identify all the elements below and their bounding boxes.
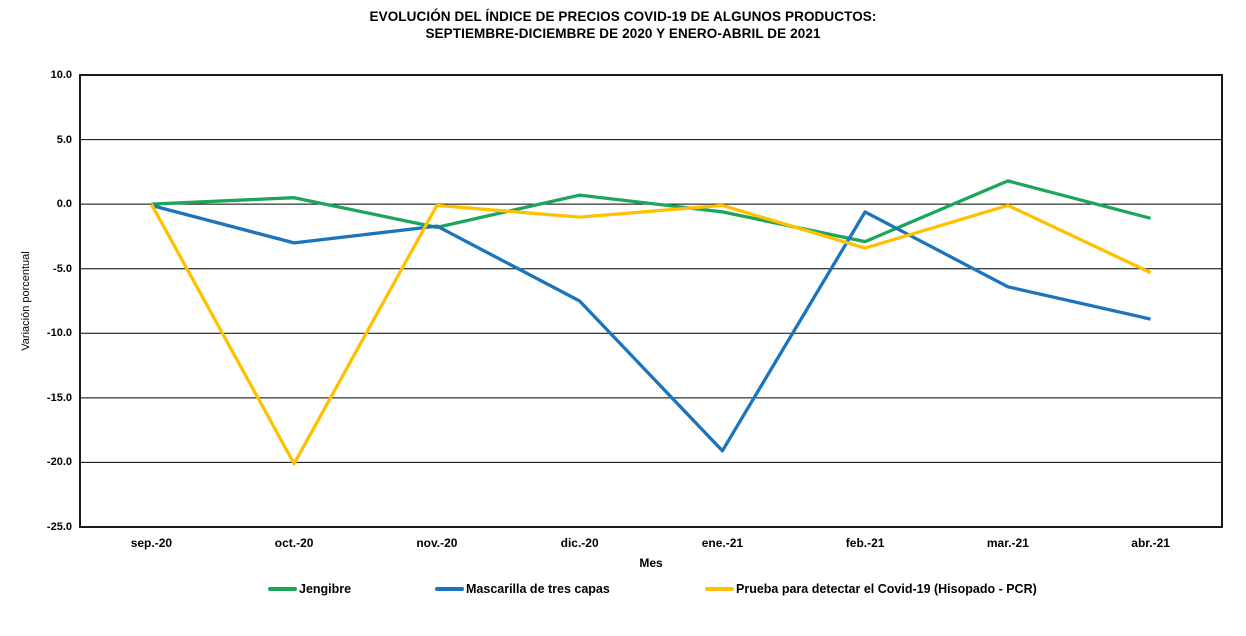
x-axis-tick-label: abr.-21 <box>1131 536 1170 550</box>
y-axis-tick-label: 10.0 <box>50 69 72 81</box>
legend-item-prueba-para-detectar-el-covid-19-hisopado-pcr: Prueba para detectar el Covid-19 (Hisopa… <box>705 580 1037 598</box>
y-axis-tick-label: -20.0 <box>46 456 72 469</box>
y-axis-tick-label: 5.0 <box>56 133 72 146</box>
legend-label: Jengibre <box>299 582 352 596</box>
series-line-prueba-para-detectar-el-covid-19-hisopado-pcr <box>149 203 1152 466</box>
legend-line-marker-icon <box>435 586 464 592</box>
y-axis-tick-label: -25.0 <box>46 521 72 533</box>
x-axis-title: Mes <box>639 556 663 570</box>
y-axis-tick-label: 0.0 <box>56 198 72 211</box>
y-axis-tick-label: -10.0 <box>46 327 72 340</box>
chart-title-line2: SEPTIEMBRE-DICIEMBRE DE 2020 Y ENERO-ABR… <box>425 26 821 41</box>
legend-item-jengibre: Jengibre <box>268 580 351 598</box>
x-axis-tick-label: mar.-21 <box>986 536 1029 550</box>
y-axis-tick-label: -5.0 <box>53 262 72 275</box>
chart-title-line1: EVOLUCIÓN DEL ÍNDICE DE PRECIOS COVID-19… <box>369 9 877 24</box>
legend-line-marker-icon <box>705 586 734 592</box>
x-axis-tick-label: sep.-20 <box>130 536 173 550</box>
x-axis-tick-label: feb.-21 <box>845 536 885 550</box>
legend: Jengibre Mascarilla de tres capas Prueba p… <box>0 580 1246 598</box>
series-line-jengibre <box>151 179 1152 244</box>
chart-title: EVOLUCIÓN DEL ÍNDICE DE PRECIOS COVID-19… <box>0 8 1246 42</box>
x-axis-tick-label: oct.-20 <box>274 536 314 550</box>
series-line-mascarilla-de-tres-capas <box>150 203 1151 453</box>
plot-border <box>79 74 1223 528</box>
x-axis-tick-label: nov.-20 <box>416 536 458 550</box>
legend-line-marker-icon <box>268 586 297 592</box>
x-axis-tick-label: dic.-20 <box>560 536 599 550</box>
x-axis-tick-label: ene.-21 <box>701 536 744 550</box>
y-axis-tick-label: -15.0 <box>46 391 72 404</box>
legend-label: Prueba para detectar el Covid-19 (Hisopa… <box>736 582 1037 596</box>
legend-item-mascarilla-de-tres-capas: Mascarilla de tres capas <box>435 580 610 598</box>
legend-label: Mascarilla de tres capas <box>466 582 610 596</box>
